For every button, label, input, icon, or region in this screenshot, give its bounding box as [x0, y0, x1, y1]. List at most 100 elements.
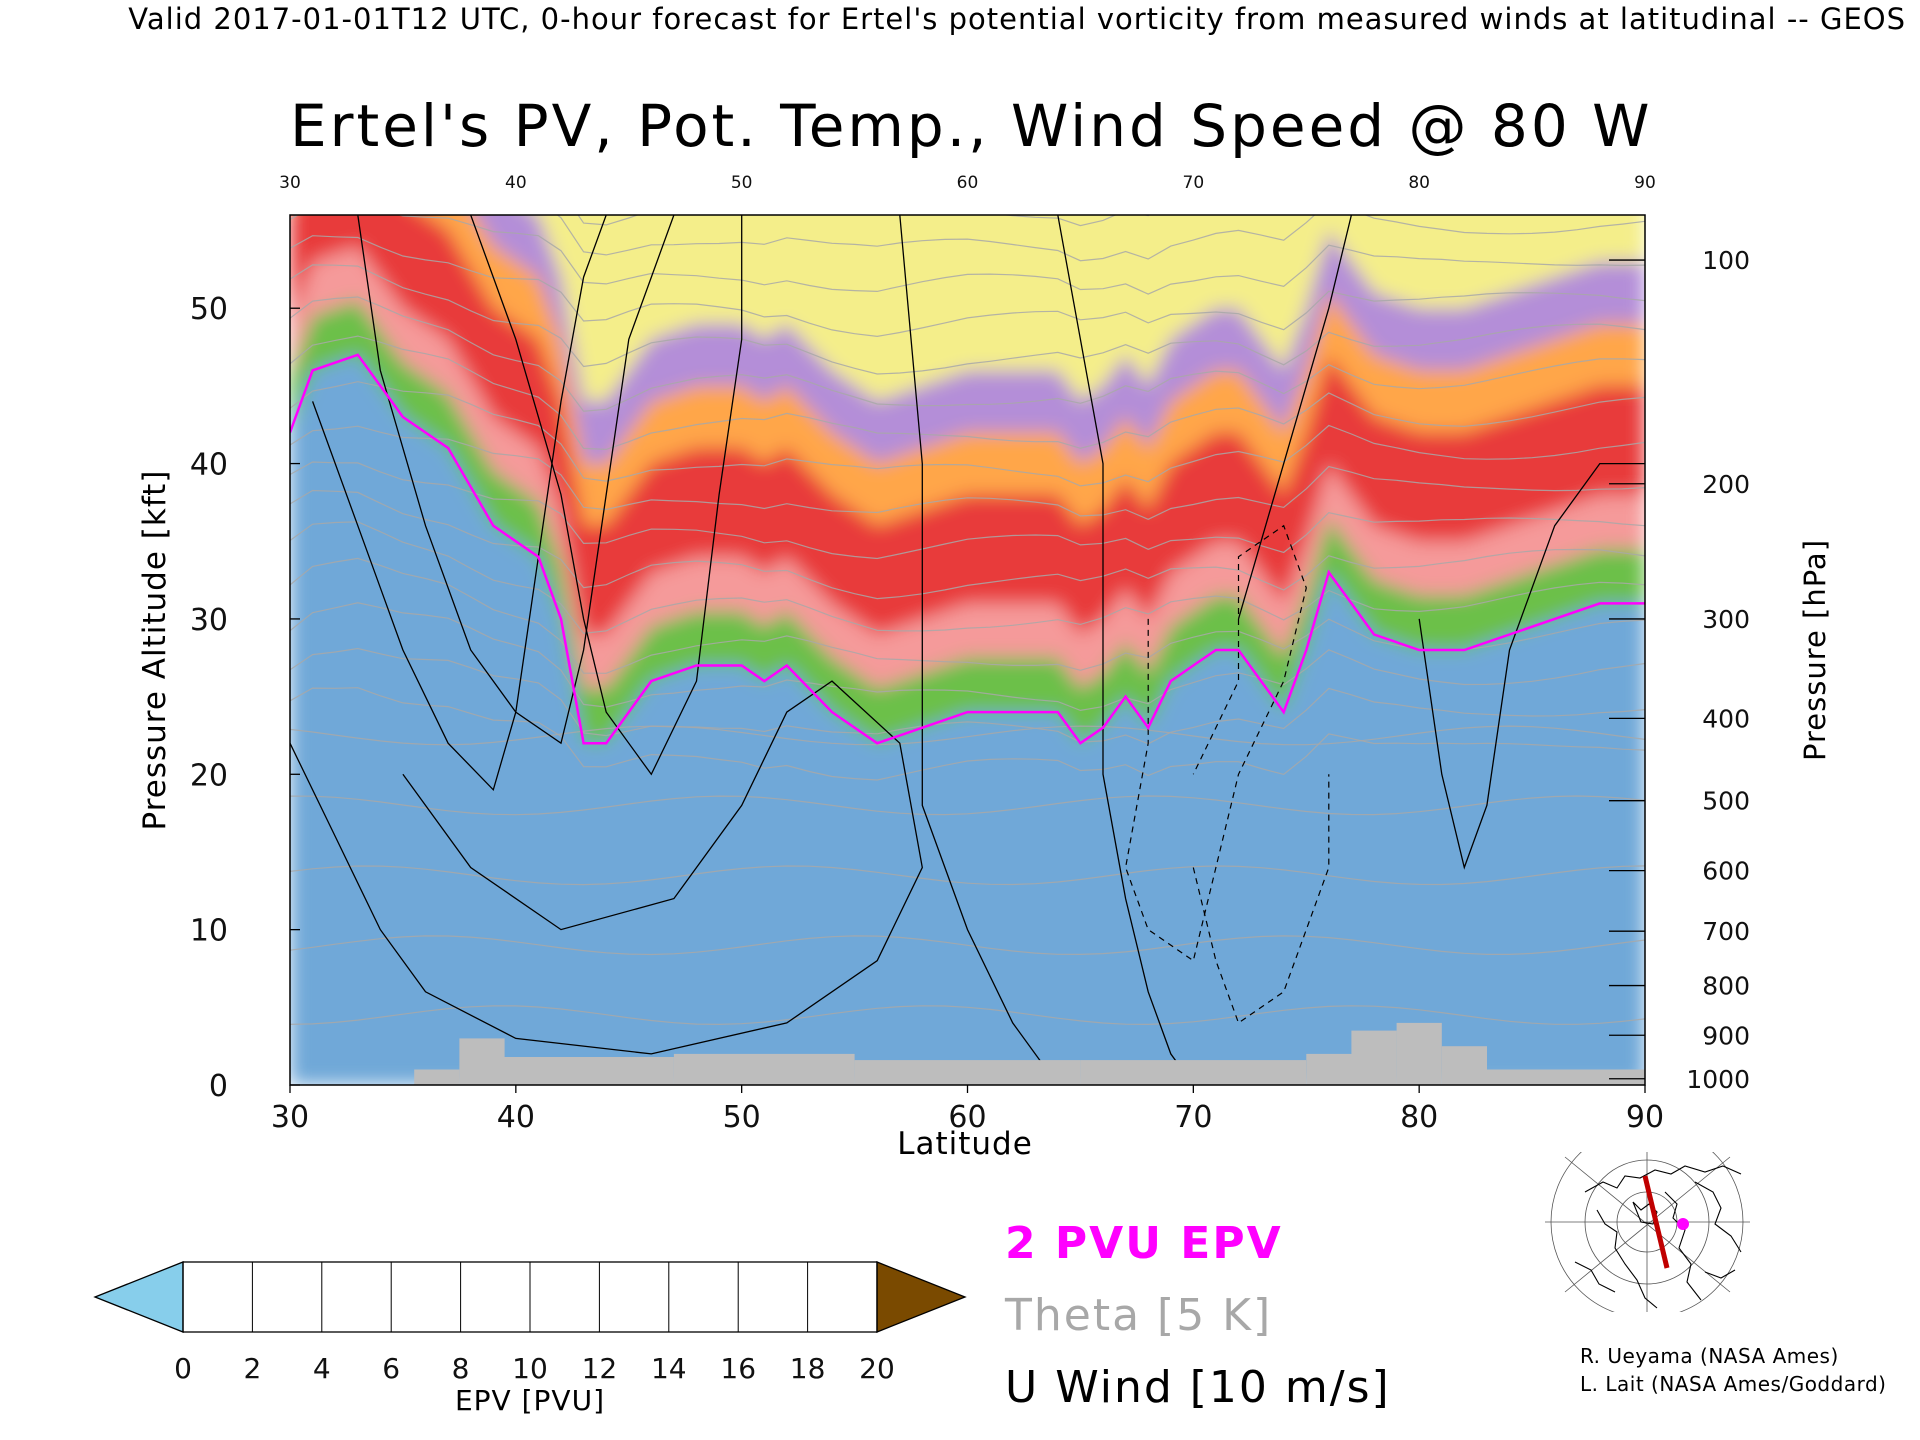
theta-contour: [290, 647, 1645, 745]
wind-contour: [290, 680, 923, 1055]
x-tick-label: 90: [1626, 1100, 1664, 1135]
pressure-tick-label: 400: [1702, 704, 1750, 733]
colorbar-tick-label: 0: [174, 1352, 192, 1385]
wind-contour: [1418, 462, 1645, 870]
pressure-tick-label: 600: [1702, 857, 1750, 886]
theta-contour: [577, 215, 1151, 227]
y-tick-label: 20: [190, 758, 228, 793]
x-tick-label: 80: [1400, 1100, 1438, 1135]
wind-contour: [899, 215, 1059, 1085]
pressure-tick-label: 1000: [1686, 1065, 1750, 1094]
terrain-block: [1306, 1053, 1352, 1085]
colorbar-tick-label: 10: [512, 1352, 548, 1385]
map-section-track: [1642, 1175, 1670, 1269]
theta-contour: [290, 296, 1645, 412]
theta-contour: [290, 687, 1645, 781]
x-tick-label: 60: [948, 1100, 986, 1135]
wind-contour: [1057, 215, 1194, 1085]
colorbar-over-arrow: [876, 1261, 967, 1333]
legend-theta-contour: Theta [5 K]: [1005, 1290, 1273, 1341]
theta-contour: [290, 461, 1645, 560]
colorbar-under-arrow: [93, 1261, 184, 1333]
colorbar-tick-label: 4: [313, 1352, 331, 1385]
colorbar-tick-label: 16: [720, 1352, 756, 1385]
x-tick-label-top: 80: [1408, 173, 1430, 193]
colorbar-tick-label: 12: [582, 1352, 618, 1385]
theta-contour: [290, 489, 1645, 600]
x-axis-label: Latitude: [897, 1126, 1033, 1162]
legend-pv-contour: 2 PVU EPV: [1005, 1218, 1283, 1269]
theta-contour: [290, 215, 1645, 295]
wind-contour: [311, 215, 607, 792]
x-tick-label: 40: [497, 1100, 535, 1135]
pressure-tick-label: 500: [1702, 787, 1750, 816]
pressure-tick-label: 200: [1702, 470, 1750, 499]
theta-contour: [290, 264, 1645, 375]
terrain-block: [414, 1069, 460, 1085]
x-tick-label: 30: [271, 1100, 309, 1135]
terrain-block: [673, 1053, 855, 1085]
theta-contour: [290, 425, 1645, 520]
theta-contour: [290, 935, 1645, 956]
map-coastlines: [1574, 1165, 1742, 1309]
colorbar-tick-label: 18: [790, 1352, 826, 1385]
x-tick-label-top: 50: [731, 173, 753, 193]
theta-contour: [556, 215, 1645, 262]
x-tick-label-top: 40: [505, 173, 527, 193]
colorbar-label: EPV [PVU]: [454, 1384, 605, 1417]
theta-contour: [290, 795, 1645, 816]
y-tick-label: 10: [190, 914, 228, 949]
y-tick-label: 50: [190, 292, 228, 327]
colorbar-tick-label: 14: [651, 1352, 687, 1385]
plot-area: [290, 73, 1645, 1085]
terrain-mask: [414, 1022, 1645, 1085]
y-axis-label: Pressure Altitude [kft]: [137, 469, 173, 831]
terrain-block: [1486, 1069, 1645, 1085]
wind-contour: [1237, 215, 1353, 620]
map-meridian: [1564, 1156, 1731, 1293]
terrain-block: [1351, 1030, 1397, 1085]
terrain-block: [459, 1038, 505, 1085]
credit-line-1: R. Ueyama (NASA Ames): [1580, 1344, 1839, 1368]
colorbar-tick-label: 2: [243, 1352, 261, 1385]
pressure-tick-label: 100: [1702, 246, 1750, 275]
header-caption: Valid 2017-01-01T12 UTC, 0-hour forecast…: [128, 2, 1906, 36]
x-tick-label: 70: [1174, 1100, 1212, 1135]
legend-wind-contour: U Wind [10 m/s]: [1005, 1362, 1391, 1413]
y-axis-label-right: Pressure [hPa]: [1798, 538, 1832, 762]
wind-contour: [470, 215, 743, 776]
terrain-block: [854, 1060, 1081, 1085]
colorbar-tick-label: 8: [452, 1352, 470, 1385]
inset-locator-map: [1545, 1152, 1750, 1312]
colorbar-tick-label: 6: [382, 1352, 400, 1385]
theta-contour: [290, 235, 1645, 338]
terrain-block: [1080, 1060, 1307, 1085]
colorbar-tick-label: 20: [859, 1352, 895, 1385]
y-tick-label: 0: [209, 1069, 228, 1104]
terrain-block: [504, 1057, 674, 1085]
map-location-marker: [1677, 1218, 1689, 1230]
terrain-block: [1441, 1046, 1487, 1085]
wind-contour-negative: [1124, 524, 1307, 962]
x-tick-label-top: 30: [279, 173, 301, 193]
pressure-tick-label: 900: [1702, 1021, 1750, 1050]
band-yellow: [538, 215, 1645, 402]
theta-contour: [290, 381, 1645, 487]
theta-contour: [290, 73, 1645, 189]
theta-contour: [290, 1005, 1645, 1026]
credit-line-2: L. Lait (NASA Ames/Goddard): [1580, 1372, 1887, 1396]
theta-contour: [290, 335, 1645, 451]
y-tick-label: 30: [190, 603, 228, 638]
theta-contour: [290, 602, 1645, 712]
theta-contour: [290, 865, 1645, 886]
wind-contours: [290, 215, 1645, 1085]
x-tick-label-top: 60: [957, 173, 979, 193]
x-tick-label: 50: [723, 1100, 761, 1135]
terrain-block: [1396, 1022, 1442, 1085]
pressure-tick-label: 300: [1702, 605, 1750, 634]
y-tick-label: 40: [190, 448, 228, 483]
colorbar: 0 2 4 6 8 10 12 14 16 18 20: [93, 1261, 967, 1385]
pressure-tick-label: 700: [1702, 917, 1750, 946]
